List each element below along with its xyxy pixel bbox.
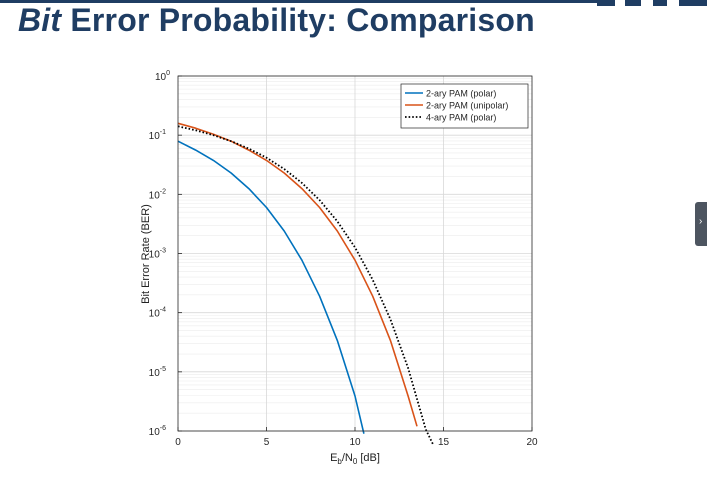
slide-title: Bit Error Probability: Comparison	[18, 2, 535, 39]
top-accent-bar	[0, 0, 600, 3]
x-tick-label: 15	[438, 437, 450, 448]
x-tick-label: 5	[264, 437, 270, 448]
y-tick-label: 10-3	[149, 248, 166, 261]
series-line-2	[177, 122, 418, 427]
legend-box	[400, 83, 529, 129]
y-axis-label: Bit Error Rate (BER)	[140, 204, 152, 304]
x-tick-label: 20	[526, 437, 538, 448]
legend-label-2: 2-ary PAM (unipolar)	[426, 101, 508, 111]
logo-fragment-icon	[597, 0, 707, 6]
y-tick-label: 100	[155, 70, 170, 83]
slide-title-italic: Bit	[18, 2, 62, 38]
series-line-1	[177, 140, 365, 434]
legend-label-1: 2-ary PAM (polar)	[426, 89, 496, 99]
y-tick-label: 10-5	[149, 366, 166, 379]
side-navigation-tab[interactable]: ›	[695, 202, 707, 246]
x-tick-label: 0	[175, 437, 181, 448]
y-tick-label: 10-4	[149, 307, 166, 320]
slide-title-rest: Error Probability: Comparison	[61, 2, 535, 38]
x-tick-label: 10	[349, 437, 361, 448]
y-tick-label: 10-6	[149, 425, 166, 438]
x-axis-label: Eb/N0 [dB]	[330, 452, 380, 467]
y-tick-label: 10-2	[149, 188, 166, 201]
y-tick-label: 10-1	[149, 129, 166, 142]
legend-label-3: 4-ary PAM (polar)	[426, 113, 496, 123]
side-tab-arrow-icon: ›	[699, 216, 703, 227]
series-line-3	[177, 125, 434, 445]
